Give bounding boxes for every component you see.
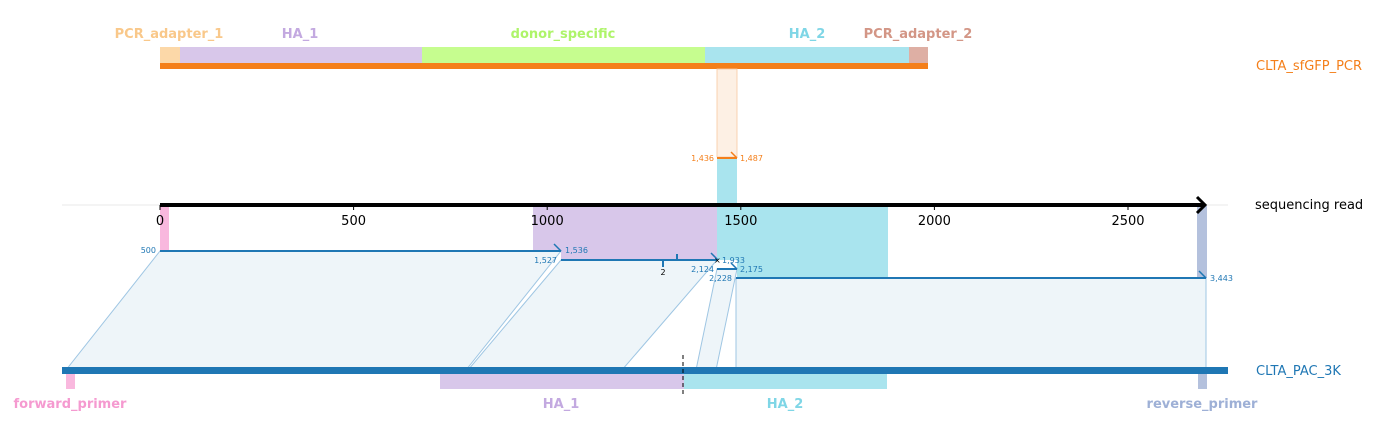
feature-pcr-adapter-2-block bbox=[909, 47, 928, 63]
top-alignment-ha2-overlap bbox=[717, 159, 737, 205]
top-alignment-arrow bbox=[730, 151, 738, 159]
alignment-1-end-label: 1,536 bbox=[565, 246, 588, 255]
read-ha-2-shade bbox=[737, 206, 888, 278]
top-alignment: 1,436 1,487 bbox=[691, 68, 763, 205]
read-axis-arrowhead bbox=[1195, 195, 1208, 215]
bottom-feature-ha-2-block bbox=[684, 374, 887, 389]
feature-pcr-adapter-1-block bbox=[160, 47, 180, 63]
alignment-1-start-label: 500 bbox=[141, 246, 156, 255]
read-axis-tick-label: 0 bbox=[156, 214, 164, 229]
alignment-3-end-label: 2,175 bbox=[740, 265, 763, 274]
bottom-track: forward_primer HA_1 HA_2 reverse_primer … bbox=[14, 355, 1341, 412]
feature-label-pcr-adapter-1: PCR_adapter_1 bbox=[115, 27, 224, 42]
feature-label-donor-specific: donor_specific bbox=[511, 27, 616, 42]
alignment-4-band bbox=[735, 277, 1207, 371]
feature-label-ha-2-top: HA_2 bbox=[789, 27, 826, 42]
bottom-feature-label-forward-primer: forward_primer bbox=[14, 397, 128, 412]
read-forward-primer-shade bbox=[160, 206, 169, 251]
read-ha-2-shade-small bbox=[717, 206, 737, 260]
alignment-4-start-label: 2,228 bbox=[709, 274, 732, 283]
alignment-4-end-label: 3,443 bbox=[1210, 274, 1233, 283]
top-track-bar bbox=[160, 63, 928, 69]
alignment-1-arrow bbox=[553, 243, 562, 252]
alignment-3-arrow bbox=[730, 262, 738, 270]
bottom-feature-ha-1-block bbox=[440, 374, 684, 389]
feature-label-pcr-adapter-2: PCR_adapter_2 bbox=[864, 27, 973, 42]
bottom-feature-label-ha-1: HA_1 bbox=[543, 397, 580, 412]
alignment-2-arrow bbox=[710, 252, 719, 261]
read-axis-tick-label: 2500 bbox=[1111, 214, 1144, 229]
bottom-track-name: CLTA_PAC_3K bbox=[1256, 364, 1341, 379]
alignment-2-end-label: 1,933 bbox=[722, 256, 745, 265]
alignment-4-arrow bbox=[1198, 270, 1207, 279]
read-track: 0 500 1000 1500 2000 2500 sequencing read bbox=[62, 195, 1363, 278]
bottom-track-bar bbox=[62, 367, 1228, 374]
read-axis-tick-label: 2000 bbox=[918, 214, 951, 229]
feature-donor-specific-block bbox=[422, 47, 705, 63]
alignment-2-indel-mark: × bbox=[714, 256, 721, 265]
top-track: PCR_adapter_1 HA_1 donor_specific HA_2 P… bbox=[115, 27, 1362, 74]
read-axis-tick-label: 1500 bbox=[724, 214, 757, 229]
bottom-alignments: × 500 1,536 1,527 1,933 2 2,124 2,175 2,… bbox=[64, 243, 1233, 371]
read-ha-1-shade-lower bbox=[561, 251, 718, 260]
read-axis-ticks: 0 500 1000 1500 2000 2500 bbox=[156, 205, 1145, 229]
alignment-2-start-label: 1,527 bbox=[534, 256, 557, 265]
read-track-name: sequencing read bbox=[1255, 198, 1363, 213]
read-axis-tick-label: 1000 bbox=[531, 214, 564, 229]
feature-label-ha-1-top: HA_1 bbox=[282, 27, 319, 42]
alignment-3-start-label: 2,124 bbox=[691, 265, 714, 274]
feature-ha-2-block bbox=[705, 47, 909, 63]
bottom-feature-label-reverse-primer: reverse_primer bbox=[1147, 397, 1259, 412]
bottom-feature-label-ha-2: HA_2 bbox=[767, 397, 804, 412]
top-alignment-end-label: 1,487 bbox=[740, 154, 763, 163]
feature-ha-1-block bbox=[180, 47, 422, 63]
top-alignment-start-label: 1,436 bbox=[691, 154, 714, 163]
read-axis-tick-label: 500 bbox=[341, 214, 366, 229]
alignment-2-indel-label: 2 bbox=[660, 268, 665, 277]
bottom-feature-reverse-primer-block bbox=[1198, 374, 1207, 389]
read-reverse-primer-shade bbox=[1197, 206, 1207, 278]
top-track-name: CLTA_sfGFP_PCR bbox=[1256, 59, 1362, 74]
bottom-feature-forward-primer-block bbox=[66, 374, 75, 389]
read-ha-1-shade bbox=[533, 206, 718, 251]
top-alignment-shadow bbox=[716, 68, 738, 158]
alignment-3-band bbox=[695, 268, 738, 371]
